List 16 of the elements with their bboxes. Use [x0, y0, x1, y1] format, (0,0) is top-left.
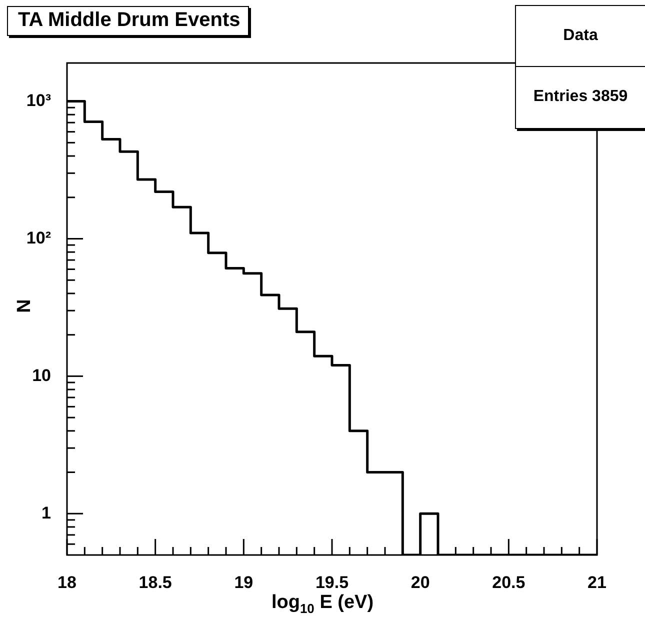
x-tick-label: 19	[234, 572, 254, 592]
x-axis-title: log$_{10}$ E (eV)	[270, 592, 375, 616]
y-tick-label: 10²	[26, 228, 52, 248]
x-tick-label: 20	[410, 572, 430, 592]
x-tick-label: 18.5	[138, 572, 172, 592]
x-tick-label: 20.5	[492, 572, 526, 592]
y-tick-label: 10	[32, 366, 51, 385]
x-tick-label: 21	[588, 572, 606, 592]
y-tick-label: 1	[42, 503, 51, 522]
x-tick-label: 19.5	[315, 572, 349, 592]
stats-box: Data Entries 3859	[515, 5, 645, 129]
x-tick-label: 18	[58, 572, 76, 592]
y-axis-title: N	[14, 299, 36, 313]
chart-title: TA Middle Drum Events	[7, 6, 250, 36]
y-tick-label: 10³	[26, 91, 52, 110]
annotation: Entries 3859	[516, 66, 645, 127]
